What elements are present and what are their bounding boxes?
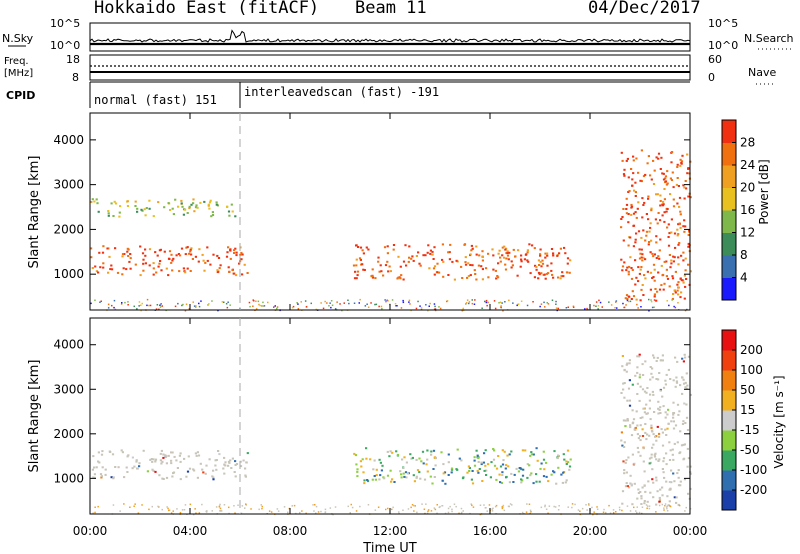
power-swatch-4 <box>722 187 736 211</box>
velocity-colorbar-label: Velocity [m s⁻¹] <box>772 375 786 468</box>
velocity-colorbar: 200 100 50 15 -15 -50 -100 -200 <box>721 329 767 511</box>
freq-label: Freq. <box>4 56 29 67</box>
freq-tick-bottom: 8 <box>72 71 79 84</box>
nsearch-label: N.Search <box>744 32 794 45</box>
power-ylabel: Slant Range [km] <box>27 156 42 269</box>
velocity-colorbar-tick-2: 50 <box>740 383 755 397</box>
nsky-label: N.Sky <box>2 32 34 45</box>
velocity-ylabel: Slant Range [km] <box>27 360 42 473</box>
date-title: 04/Dec/2017 <box>588 0 701 18</box>
noise-left-tick-bottom: 10^0 <box>50 39 80 52</box>
power-colorbar-tick-5: 24 <box>740 158 755 172</box>
power-echoes <box>90 149 692 312</box>
frequency-panel: Freq. [MHz] 18 8 60 0 Nave <box>4 53 776 85</box>
echo-region-2 <box>620 353 692 507</box>
freq-unit-label: [MHz] <box>4 68 33 79</box>
velocity-swatch-6 <box>722 370 736 391</box>
power-colorbar-tick-3: 16 <box>740 203 755 217</box>
noise-panel: N.Sky 10^5 10^0 10^5 10^0 N.Search <box>2 17 794 52</box>
noise-right-tick-top: 10^5 <box>708 17 738 30</box>
xtick-label-1: 04:00 <box>173 524 208 538</box>
cpid-label: CPID <box>6 89 35 102</box>
ytick-label-0: 1000 <box>53 471 84 485</box>
power-colorbar-label: Power [dB] <box>757 159 771 224</box>
freq-tick-top: 18 <box>66 53 80 66</box>
power-colorbar-tick-2: 12 <box>740 226 755 240</box>
power-swatch-7 <box>722 120 736 143</box>
noise-left-tick-top: 10^5 <box>50 17 80 30</box>
xtick-label-2: 08:00 <box>273 524 308 538</box>
ytick-label-2: 3000 <box>53 178 84 192</box>
velocity-echoes <box>91 353 692 516</box>
power-colorbar-tick-6: 28 <box>740 136 755 150</box>
power-colorbar-tick-4: 20 <box>740 181 755 195</box>
noise-right-tick-bottom: 10^0 <box>708 39 738 52</box>
velocity-colorbar-tick-1: 100 <box>740 363 763 377</box>
power-panel: 1000 2000 3000 4000 Slant Range [km] 4 8 12 16… <box>27 112 771 312</box>
nave-tick-top: 60 <box>708 53 722 66</box>
station-title: Hokkaido East (fitACF) <box>94 0 320 18</box>
velocity-colorbar-tick-5: -50 <box>740 443 760 457</box>
velocity-swatch-5 <box>722 390 736 411</box>
velocity-colorbar-tick-7: -200 <box>740 483 767 497</box>
nave-tick-bottom: 0 <box>708 71 715 84</box>
time-axis: 00:00 04:00 08:00 12:00 16:00 20:00 00:00 <box>73 113 708 538</box>
xtick-label-0: 00:00 <box>73 524 108 538</box>
velocity-colorbar-tick-4: -15 <box>740 423 760 437</box>
ytick-label-2: 3000 <box>53 382 84 396</box>
ytick-label-3: 4000 <box>53 338 84 352</box>
cpid-panel: CPID normal (fast) 151 interleavedscan (… <box>6 81 690 108</box>
echo-region-3 <box>620 149 692 302</box>
echo-region-0 <box>90 245 249 277</box>
echo-region-1 <box>353 447 572 485</box>
velocity-colorbar-tick-6: -100 <box>740 463 767 477</box>
power-swatch-6 <box>722 142 736 166</box>
cpid-segment-1: interleavedscan (fast) -191 <box>244 85 439 99</box>
velocity-swatch-7 <box>722 350 736 371</box>
velocity-swatch-3 <box>722 430 736 451</box>
velocity-panel: 1000 2000 3000 4000 Slant Range [km] 200 100… <box>27 317 786 516</box>
nave-label: Nave <box>748 66 776 79</box>
velocity-swatch-0 <box>722 490 736 511</box>
ytick-label-1: 2000 <box>53 427 84 441</box>
ytick-label-1: 2000 <box>53 222 84 236</box>
power-colorbar-tick-0: 4 <box>740 271 748 285</box>
power-swatch-0 <box>722 277 736 301</box>
power-colorbar-tick-1: 8 <box>740 248 748 262</box>
ytick-label-0: 1000 <box>53 267 84 281</box>
velocity-swatch-4 <box>722 410 736 431</box>
beam-title: Beam 11 <box>355 0 427 18</box>
xtick-label-3: 12:00 <box>373 524 408 538</box>
xtick-label-4: 16:00 <box>473 524 508 538</box>
power-colorbar: 4 8 12 16 20 24 28 <box>721 119 755 301</box>
power-swatch-1 <box>722 255 736 278</box>
echo-region-1 <box>90 198 237 218</box>
cpid-segment-0: normal (fast) 151 <box>94 93 217 107</box>
ytick-label-3: 4000 <box>53 133 84 147</box>
velocity-colorbar-tick-0: 200 <box>740 343 763 357</box>
ground-speckle <box>92 503 692 516</box>
velocity-swatch-8 <box>722 330 736 351</box>
xtick-label-5: 20:00 <box>573 524 608 538</box>
power-swatch-5 <box>722 165 736 188</box>
echo-region-0 <box>91 449 249 481</box>
xtick-label-6: 00:00 <box>673 524 708 538</box>
echo-region-2 <box>352 243 572 281</box>
velocity-swatch-2 <box>722 450 736 471</box>
power-swatch-3 <box>722 210 736 233</box>
velocity-swatch-1 <box>722 470 736 491</box>
power-swatch-2 <box>722 232 736 256</box>
velocity-colorbar-tick-3: 15 <box>740 403 755 417</box>
xaxis-label: Time UT <box>362 541 416 554</box>
